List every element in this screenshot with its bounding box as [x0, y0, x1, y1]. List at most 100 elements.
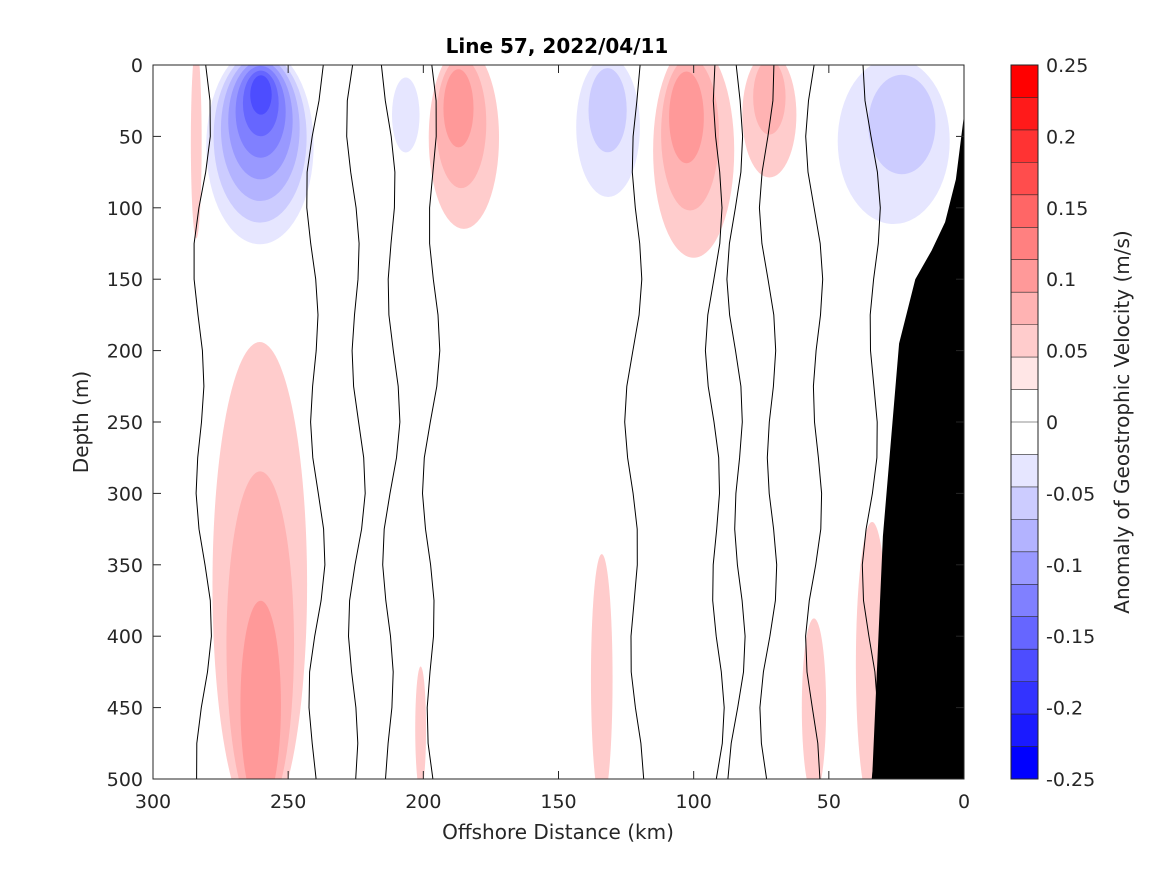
- zero-contour-line: [624, 65, 645, 779]
- x-tick-label: 250: [270, 791, 306, 813]
- colorbar-swatch: [1011, 519, 1038, 553]
- colorbar-tick-label: -0.05: [1046, 483, 1095, 505]
- y-tick-label: 450: [107, 698, 143, 720]
- zero-contour-line: [805, 65, 824, 779]
- x-tick-label: 150: [540, 791, 576, 813]
- colorbar-swatch: [1011, 649, 1038, 682]
- seafloor: [872, 115, 964, 779]
- zero-contour-line: [306, 65, 326, 779]
- y-tick-label: 200: [107, 341, 143, 363]
- colorbar-swatch: [1011, 162, 1038, 196]
- colorbar-swatch: [1011, 714, 1038, 747]
- anomaly-band: [415, 666, 427, 779]
- colorbar-swatch: [1011, 324, 1038, 358]
- x-tick-label: 0: [958, 791, 970, 813]
- anomaly-positive-1: [212, 342, 308, 779]
- colorbar-swatch: [1011, 681, 1038, 715]
- anomaly-positive-8: [742, 65, 797, 178]
- y-tick-label: 500: [107, 769, 143, 791]
- colorbar-swatch: [1011, 227, 1038, 261]
- colorbar: 0.25 0.2 0.15 0.1 0.05 0 -0.05 -0.1 -0.15 -0.2 -0.…: [1010, 55, 1095, 791]
- zero-contour-line: [193, 65, 212, 779]
- colorbar-swatch: [1011, 97, 1038, 131]
- anomaly-band: [868, 74, 936, 175]
- anomaly-band: [590, 554, 613, 779]
- anomaly-band: [240, 600, 281, 779]
- anomaly-negative-11: [645, 465, 694, 779]
- x-tick-label: 200: [405, 791, 441, 813]
- anomaly-positive-12: [590, 554, 613, 779]
- colorbar-tick-label: 0.15: [1046, 198, 1088, 220]
- zero-contour-layer: [193, 65, 881, 779]
- y-axis: 0 50 100 150 200 250 300 350 400 450 500: [107, 55, 964, 791]
- colorbar-swatch: [1011, 454, 1038, 488]
- anomaly-band: [444, 513, 467, 779]
- x-tick-label: 50: [817, 791, 841, 813]
- anomaly-band: [588, 68, 627, 153]
- colorbar-swatch: [1011, 357, 1038, 390]
- zero-contour-line: [704, 65, 725, 779]
- anomaly-band: [250, 75, 272, 115]
- anomaly-negative-6: [563, 65, 654, 242]
- anomaly-fill-layer: [190, 65, 964, 779]
- y-tick-label: 350: [107, 555, 143, 577]
- x-axis-label: Offshore Distance (km): [442, 820, 674, 844]
- zero-contour-line: [421, 65, 441, 779]
- colorbar-swatch: [1011, 194, 1038, 228]
- y-axis-label: Depth (m): [69, 371, 93, 473]
- anomaly-band: [499, 65, 559, 170]
- colorbar-swatch: [1011, 422, 1038, 455]
- anomaly-positive-7: [653, 65, 735, 258]
- anomaly-band: [801, 618, 827, 779]
- anomaly-band: [391, 77, 420, 153]
- colorbar-frame: [1010, 64, 1039, 780]
- colorbar-tick-label: 0.05: [1046, 341, 1088, 363]
- anomaly-band: [443, 69, 474, 148]
- colorbar-tick-label: -0.25: [1046, 769, 1095, 791]
- colorbar-swatch: [1011, 129, 1038, 163]
- y-tick-label: 300: [107, 483, 143, 505]
- y-tick-label: 0: [131, 55, 143, 77]
- y-tick-label: 250: [107, 412, 143, 434]
- anomaly-band: [669, 71, 704, 164]
- y-tick-label: 50: [119, 126, 143, 148]
- x-axis: 300 250 200 150 100 50 0: [135, 65, 970, 813]
- colorbar-tick-label: 0.25: [1046, 55, 1088, 77]
- colorbar-swatch: [1011, 292, 1038, 325]
- anomaly-negative-4: [382, 65, 429, 178]
- colorbar-tick-label: -0.15: [1046, 626, 1095, 648]
- colorbar-swatch: [1011, 616, 1038, 650]
- anomaly-negative-5: [499, 65, 559, 170]
- colorbar-tick-label: 0.1: [1046, 269, 1076, 291]
- colorbar-swatch: [1011, 746, 1038, 780]
- anomaly-band: [753, 65, 786, 135]
- anomaly-positive-3: [428, 65, 500, 229]
- plot-area: [153, 65, 964, 779]
- zero-contour-line: [380, 65, 401, 779]
- colorbar-tick-label: -0.1: [1046, 555, 1083, 577]
- colorbar-tick-label: 0.2: [1046, 126, 1076, 148]
- zero-contour-line: [758, 65, 778, 779]
- anomaly-negative-9: [807, 65, 964, 274]
- colorbar-swatch: [1011, 389, 1038, 423]
- zero-contour-line: [861, 65, 881, 779]
- anomaly-band: [190, 65, 202, 239]
- zero-contour-line: [726, 65, 746, 779]
- chart-title: Line 57, 2022/04/11: [446, 34, 669, 58]
- colorbar-swatch: [1011, 259, 1038, 293]
- colorbar-tick-label: 0: [1046, 412, 1058, 434]
- zero-contour-line: [346, 65, 366, 779]
- y-tick-label: 150: [107, 269, 143, 291]
- x-tick-label: 300: [135, 791, 171, 813]
- colorbar-tick-label: -0.2: [1046, 698, 1083, 720]
- anomaly-band: [645, 465, 694, 779]
- anomaly-positive-2: [190, 65, 202, 239]
- y-tick-label: 100: [107, 198, 143, 220]
- anomaly-positive-13: [801, 618, 827, 779]
- colorbar-swatch: [1011, 65, 1038, 98]
- x-tick-label: 100: [676, 791, 712, 813]
- colorbar-swatch: [1011, 486, 1038, 520]
- anomaly-negative-0: [198, 65, 321, 266]
- colorbar-swatch: [1011, 551, 1038, 585]
